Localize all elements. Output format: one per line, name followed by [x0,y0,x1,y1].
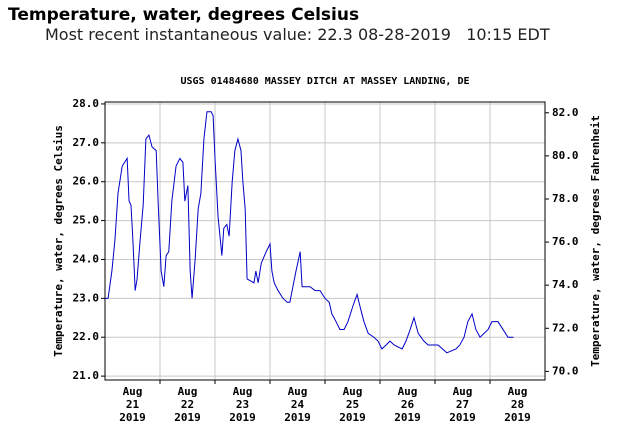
x-tick-label: 2019 [229,411,256,424]
y-tick-label: 22.0 [73,330,100,343]
y-tick-label: 27.0 [73,136,100,149]
y2-tick-label: 80.0 [552,149,579,162]
y2-tick-label: 78.0 [552,192,579,205]
y-axis-label: Temperature, water, degrees Celsius [52,125,65,357]
page-subtitle: Most recent instantaneous value: 22.3 08… [45,25,550,44]
x-tick-label: 2019 [284,411,311,424]
y2-tick-label: 76.0 [552,235,579,248]
x-tick-label: 22 [181,398,194,411]
data-line [105,111,514,354]
x-tick-label: 24 [291,398,305,411]
y-tick-label: 21.0 [73,369,100,382]
y-tick-label: 24.0 [73,252,100,265]
x-tick-label: Aug [178,385,198,398]
x-tick-label: Aug [123,385,143,398]
y2-tick-label: 72.0 [552,321,579,334]
chart-title: USGS 01484680 MASSEY DITCH AT MASSEY LAN… [181,76,470,87]
x-tick-label: 2019 [119,411,146,424]
x-tick-label: Aug [288,385,308,398]
x-tick-label: 23 [236,398,249,411]
x-tick-label: 26 [401,398,415,411]
y-tick-label: 26.0 [73,175,100,188]
y2-tick-label: 70.0 [552,364,579,377]
y-tick-label: 28.0 [73,97,100,110]
y2-tick-label: 82.0 [552,106,579,119]
x-tick-label: Aug [343,385,363,398]
y-tick-label: 23.0 [73,291,100,304]
x-tick-label: 2019 [449,411,476,424]
plot-frame [104,101,546,381]
x-tick-label: 2019 [394,411,421,424]
x-tick-label: 2019 [504,411,531,424]
x-tick-label: 2019 [174,411,201,424]
x-tick-label: Aug [453,385,473,398]
x-tick-label: 2019 [339,411,366,424]
y-tick-label: 25.0 [73,214,100,227]
x-tick-label: Aug [508,385,528,398]
x-tick-label: 27 [456,398,469,411]
x-tick-label: Aug [398,385,418,398]
x-tick-label: 21 [126,398,140,411]
y2-tick-label: 74.0 [552,278,579,291]
y2-axis-label: Temperature, water, degrees Fahrenheit [589,115,602,367]
x-tick-label: 25 [346,398,359,411]
x-tick-label: Aug [233,385,253,398]
x-tick-label: 28 [511,398,524,411]
page-title: Temperature, water, degrees Celsius [8,5,360,25]
